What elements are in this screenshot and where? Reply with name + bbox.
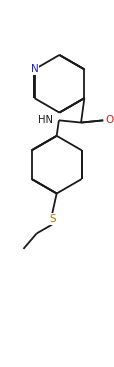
Text: O: O xyxy=(105,115,113,126)
Text: S: S xyxy=(48,214,55,224)
Text: N: N xyxy=(30,64,38,75)
Text: HN: HN xyxy=(38,115,53,126)
